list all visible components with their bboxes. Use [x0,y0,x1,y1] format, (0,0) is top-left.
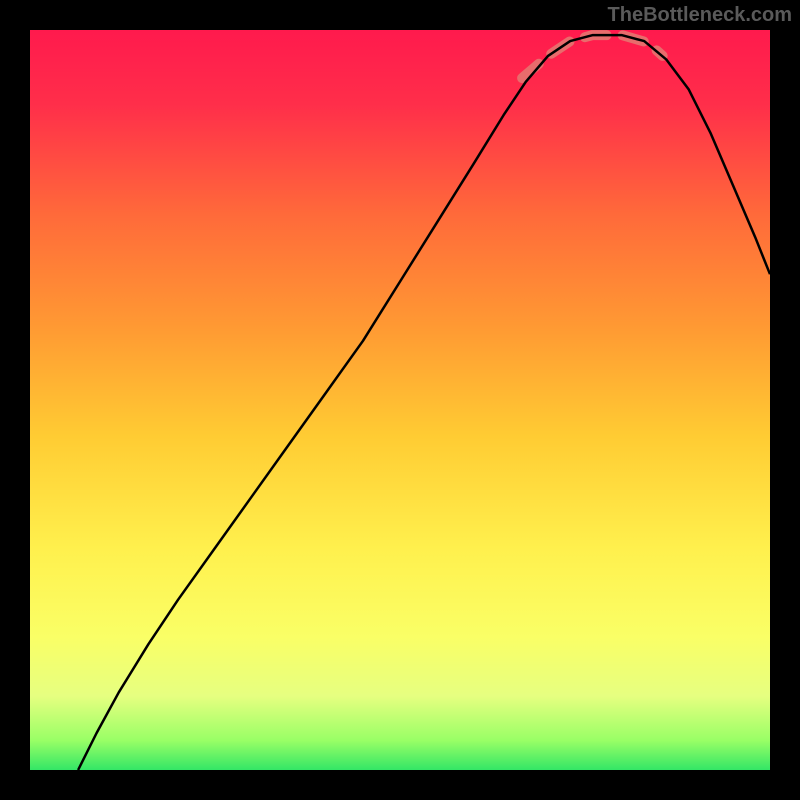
chart-container: TheBottleneck.com [0,0,800,800]
curve-layer [30,30,770,770]
watermark-text: TheBottleneck.com [608,4,792,27]
bottleneck-curve [78,35,770,770]
plot-area [30,30,770,770]
